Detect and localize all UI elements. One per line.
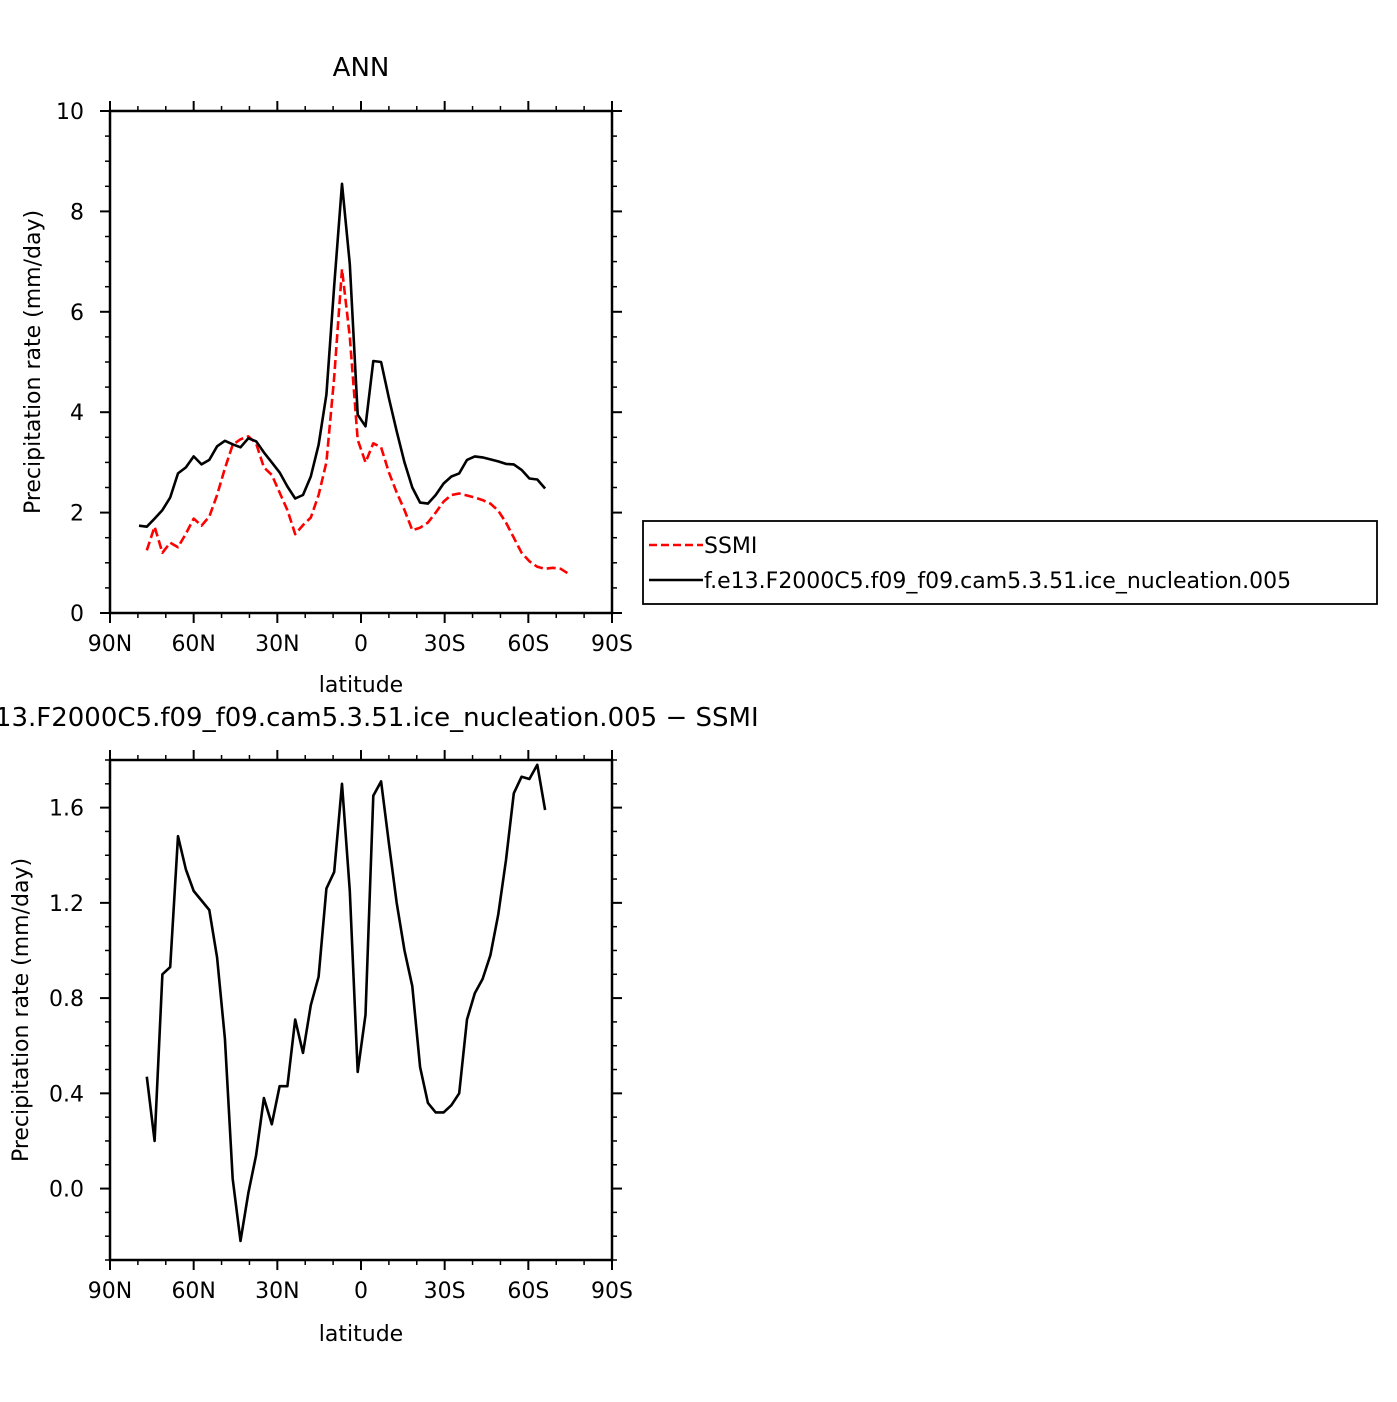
- top-axes: 90N 60N 30N 0 30S 60S 90S 0 2 4 6 8 10: [56, 100, 633, 657]
- bottom-x-tick-label: 60S: [507, 1279, 549, 1304]
- top-y-tick-label: 10: [56, 100, 84, 125]
- legend-label-model: f.e13.F2000C5.f09_f09.cam5.3.51.ice_nucl…: [704, 569, 1291, 594]
- bottom-y-tick-label: 1.2: [49, 892, 84, 917]
- bottom-y-tick-label: 0.8: [49, 987, 84, 1012]
- top-x-tick-label: 90N: [88, 632, 132, 657]
- bottom-y-tick-label: 0.0: [49, 1178, 84, 1203]
- top-x-tick-label: 90S: [591, 632, 633, 657]
- bottom-chart-title: f.e13.F2000C5.f09_f09.cam5.3.51.ice_nucl…: [0, 703, 759, 733]
- top-plot-frame: [108, 109, 614, 615]
- top-panel: ANN Precipitation rate (mm/day) latitude…: [21, 53, 633, 698]
- bottom-y-tick-label: 0.4: [49, 1082, 84, 1107]
- top-x-tick-label: 0: [354, 632, 368, 657]
- bottom-x-tick-label: 30S: [424, 1279, 466, 1304]
- bottom-axes: 90N 60N 30N 0 30S 60S 90S 0.0 0.4 0.8 1.2 1.6: [49, 750, 633, 1304]
- legend-box: [642, 520, 1378, 605]
- bottom-y-tick-label: 1.6: [49, 797, 84, 822]
- top-x-tick-label: 60N: [171, 632, 215, 657]
- top-series-line-ssmi: [145, 267, 570, 575]
- top-chart-title: ANN: [333, 53, 390, 83]
- top-y-tick-label: 6: [70, 301, 84, 326]
- bottom-panel: f.e13.F2000C5.f09_f09.cam5.3.51.ice_nucl…: [0, 703, 759, 1347]
- top-x-axis-label: latitude: [319, 673, 403, 698]
- top-x-tick-label: 30N: [255, 632, 299, 657]
- bottom-series-line-difference: [145, 763, 547, 1243]
- bottom-plot-frame: [108, 758, 614, 1262]
- top-x-tick-label: 60S: [507, 632, 549, 657]
- top-y-tick-label: 0: [70, 602, 84, 627]
- top-plot-lines: [138, 182, 570, 575]
- top-y-tick-label: 4: [70, 401, 84, 426]
- legend: SSMI f.e13.F2000C5.f09_f09.cam5.3.51.ice…: [642, 520, 1378, 605]
- top-y-axis-label: Precipitation rate (mm/day): [21, 210, 46, 514]
- bottom-plot-lines: [145, 763, 547, 1243]
- bottom-y-axis-label: Precipitation rate (mm/day): [9, 858, 34, 1162]
- top-y-tick-label: 2: [70, 502, 84, 527]
- bottom-x-tick-label: 60N: [171, 1279, 215, 1304]
- bottom-x-tick-label: 90S: [591, 1279, 633, 1304]
- bottom-x-axis-label: latitude: [319, 1322, 403, 1347]
- top-x-tick-label: 30S: [424, 632, 466, 657]
- legend-label-ssmi: SSMI: [704, 534, 757, 559]
- top-series-line-model: [138, 182, 547, 529]
- bottom-x-tick-label: 0: [354, 1279, 368, 1304]
- bottom-x-tick-label: 90N: [88, 1279, 132, 1304]
- bottom-x-tick-label: 30N: [255, 1279, 299, 1304]
- top-y-tick-label: 8: [70, 200, 84, 225]
